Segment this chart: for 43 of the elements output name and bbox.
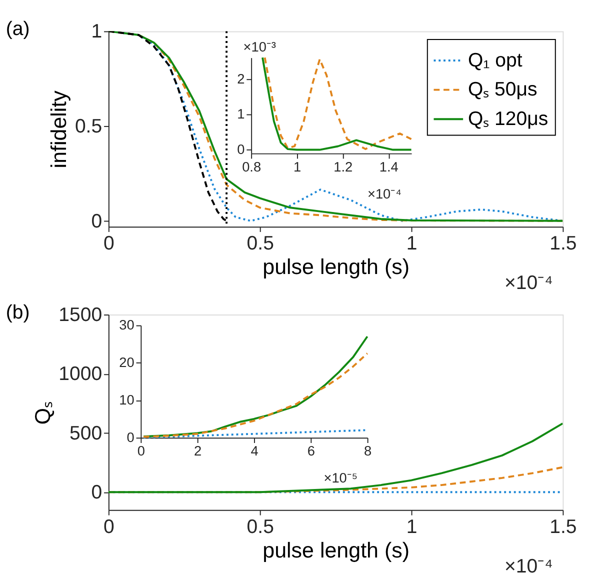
y-tick-label: 0 [237,142,246,158]
x-tick-label: 1 [406,516,418,538]
y-tick-label: 1500 [58,304,102,326]
y-tick-label: 10 [119,392,135,408]
legend-label: Q₁ opt [468,49,523,72]
x-tick-label: 1.2 [334,159,353,174]
annotation: ×10⁻⁵ [324,470,358,486]
annotation: ×10⁻⁴ [367,186,402,202]
y-axis-title: Qₛ [30,400,55,425]
y-tick-label: 0 [91,210,102,232]
text: ×10⁻⁴ [504,555,553,578]
y-tick-label: 500 [70,422,102,444]
x-tick-label: 1 [406,232,418,255]
x-tick-label: 4 [250,444,259,459]
y-tick-label: 0.5 [74,115,102,138]
x-tick-label: 1.4 [379,159,399,174]
y-tick-label: 30 [119,318,135,333]
text: ×10⁻⁴ [504,272,553,294]
y-tick-label: 0 [91,482,102,504]
annotation: ×10⁻³ [243,40,276,55]
legend-label: Qₛ 50μs [468,78,538,101]
x-tick-label: 1.5 [550,232,577,255]
legend-label: Qₛ 120μs [468,108,548,130]
x-axis-title: pulse length (s) [262,538,410,562]
y-tick-label: 20 [119,355,135,370]
x-tick-label: 0.8 [242,159,262,174]
y-tick-label: 0 [126,430,135,446]
y-axis-title: infidelity [47,90,72,168]
line-series [108,31,228,222]
x-axis-title: pulse length (s) [262,254,410,279]
x-tick-label: 8 [364,444,372,459]
x-tick-label: 1 [294,159,302,174]
x-tick-label: 2 [194,444,202,459]
y-tick-label: 1000 [58,363,102,386]
y-tick-label: 2 [237,71,245,86]
chart-title: (a) [6,18,30,40]
x-tick-label: 6 [307,444,315,459]
y-tick-label: 1 [91,20,102,43]
chart-title: (b) [6,301,30,324]
y-tick-label: 1 [237,106,245,122]
x-tick-label: 1.5 [550,516,577,538]
line-series [108,422,563,494]
x-tick-label: 0 [137,444,146,459]
